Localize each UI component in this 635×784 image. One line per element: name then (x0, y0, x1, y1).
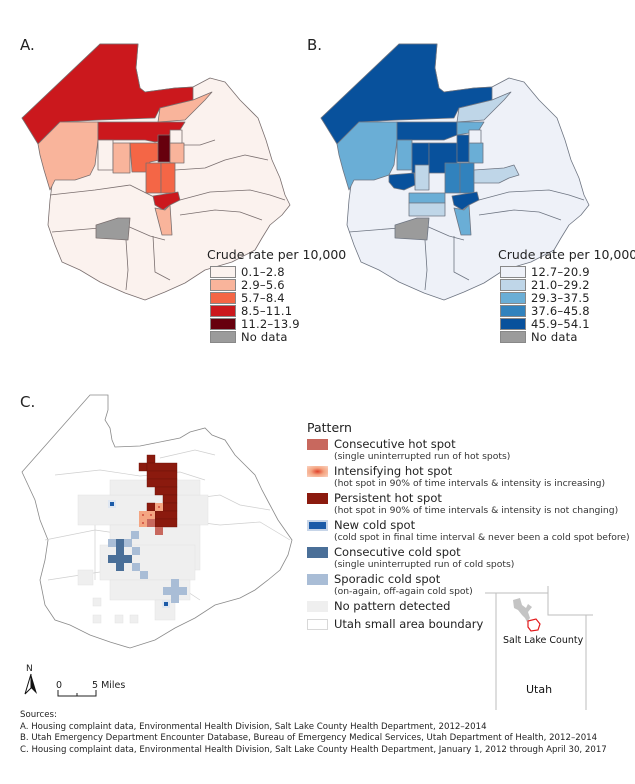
sources-title: Sources: (20, 710, 57, 720)
panel-c-label: C. (20, 393, 36, 411)
legend-swatch (500, 266, 526, 278)
consecutive-hot-swatch (307, 439, 328, 450)
intensifying-hot-swatch (307, 466, 328, 477)
legend-b-title: Crude rate per 10,000 (498, 247, 635, 262)
legend-swatch (500, 318, 526, 330)
legend-swatch (210, 279, 236, 291)
legend-a-item: 11.2–13.9 (210, 317, 300, 331)
legend-sublabel: (single uninterrupted run of hot spots) (334, 451, 511, 462)
legend-label: Consecutive hot spot (334, 437, 456, 451)
legend-label: 8.5–11.1 (241, 304, 293, 318)
legend-label: 0.1–2.8 (241, 265, 285, 279)
legend-label: 37.6–45.8 (531, 304, 590, 318)
inset-utah-map (485, 586, 593, 710)
legend-sublabel: (single uninterrupted run of cold spots) (334, 559, 515, 570)
legend-label: Sporadic cold spot (334, 572, 441, 586)
legend-label: No data (531, 330, 578, 344)
legend-sublabel: (hot spot in 90% of time intervals & int… (334, 505, 619, 516)
scale-start-label: 0 (56, 680, 63, 691)
legend-a-item: 2.9–5.6 (210, 278, 285, 292)
legend-swatch (500, 305, 526, 317)
legend-label: 11.2–13.9 (241, 317, 300, 331)
new-cold-swatch (307, 520, 328, 531)
map-b-choropleth (320, 43, 590, 301)
north-arrow-label: N (26, 664, 33, 674)
north-arrow-icon (24, 673, 37, 695)
legend-b-item: 37.6–45.8 (500, 304, 590, 318)
urban-area-shape (513, 598, 532, 622)
legend-label: 12.7–20.9 (531, 265, 590, 279)
legend-a-title: Crude rate per 10,000 (207, 247, 347, 262)
inset-state-label: Utah (526, 683, 553, 696)
boundary-swatch (307, 619, 328, 630)
legend-label: Persistent hot spot (334, 491, 442, 505)
scale-end-label: 5 Miles (92, 680, 126, 691)
legend-swatch (210, 292, 236, 304)
legend-label: Intensifying hot spot (334, 464, 453, 478)
source-line-c: C. Housing complaint data, Environmental… (20, 744, 607, 755)
legend-a-item: 0.1–2.8 (210, 265, 285, 279)
panel-a-label: A. (20, 36, 35, 54)
map-c-hotspot (21, 394, 293, 649)
legend-swatch (500, 331, 526, 343)
panel-b-label: B. (307, 36, 323, 54)
legend-label: No data (241, 330, 288, 344)
legend-b-item: 45.9–54.1 (500, 317, 590, 331)
legend-a-item: 5.7–8.4 (210, 291, 285, 305)
inset-county-label: Salt Lake County (503, 635, 584, 646)
sources-block: Sources: A. Housing complaint data, Envi… (20, 710, 607, 756)
legend-a-item: No data (210, 330, 288, 344)
legend-label: 29.3–37.5 (531, 291, 590, 305)
legend-label: New cold spot (334, 518, 416, 532)
legend-sublabel: (on-again, off-again cold spot) (334, 586, 473, 597)
scale-bar (57, 690, 97, 697)
source-line-a: A. Housing complaint data, Environmental… (20, 721, 487, 732)
legend-label: No pattern detected (334, 599, 451, 613)
legend-b-item: No data (500, 330, 578, 344)
legend-label: 45.9–54.1 (531, 317, 590, 331)
legend-c: Consecutive hot spot (single uninterrupt… (307, 437, 630, 637)
legend-swatch (500, 292, 526, 304)
legend-sublabel: (cold spot in final time interval & neve… (334, 532, 630, 543)
consecutive-cold-swatch (307, 547, 328, 558)
legend-label: 2.9–5.6 (241, 278, 285, 292)
salt-lake-county-outline (527, 618, 541, 632)
persistent-hot-swatch (307, 493, 328, 504)
legend-swatch (210, 266, 236, 278)
sporadic-cold-swatch (307, 574, 328, 585)
legend-swatch (500, 279, 526, 291)
legend-b-item: 29.3–37.5 (500, 291, 590, 305)
legend-b-item: 12.7–20.9 (500, 265, 590, 279)
legend-label: Consecutive cold spot (334, 545, 461, 559)
legend-label: 21.0–29.2 (531, 278, 590, 292)
legend-label: 5.7–8.4 (241, 291, 285, 305)
source-line-b: B. Utah Emergency Department Encounter D… (20, 733, 598, 743)
legend-b-item: 21.0–29.2 (500, 278, 590, 292)
no-pattern-swatch (307, 601, 328, 612)
legend-label: Utah small area boundary (334, 617, 484, 631)
legend-a-item: 8.5–11.1 (210, 304, 292, 318)
map-a-choropleth (21, 43, 291, 301)
legend-swatch (210, 318, 236, 330)
legend-swatch (210, 305, 236, 317)
legend-swatch (210, 331, 236, 343)
legend-c-title: Pattern (307, 420, 352, 435)
legend-sublabel: (hot spot in 90% of time intervals & int… (334, 478, 606, 489)
